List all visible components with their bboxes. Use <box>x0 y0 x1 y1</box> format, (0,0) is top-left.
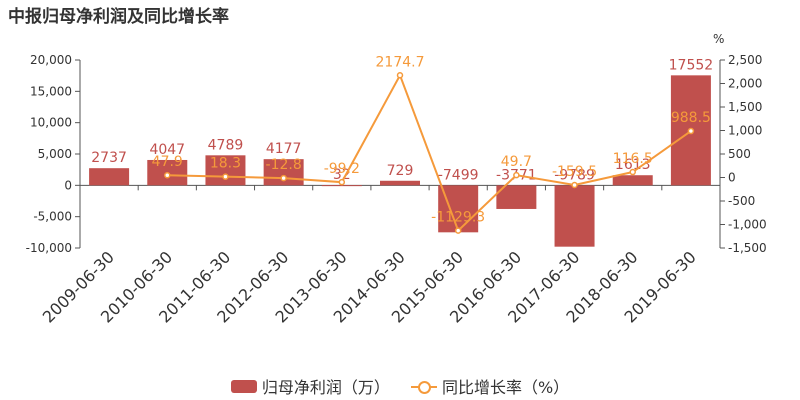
y-left-tick-label: -10,000 <box>26 241 72 255</box>
growth-point <box>164 171 171 179</box>
bar-data-label: -9789 <box>554 167 595 183</box>
growth-point <box>571 181 578 189</box>
legend-item-growth[interactable]: 同比增长率（%） <box>410 374 570 398</box>
legend-item-profit[interactable]: 归母净利润（万） <box>230 374 390 398</box>
y-right-unit: % <box>713 32 724 46</box>
y-right-tick-label: 1,500 <box>728 100 762 114</box>
bar <box>554 185 595 247</box>
bar-data-label: 729 <box>387 163 414 179</box>
bar-data-label: 4047 <box>149 142 185 158</box>
growth-point <box>687 127 695 135</box>
y-right-tick-label: 500 <box>728 147 751 161</box>
legend-line-swatch <box>410 380 437 394</box>
legend-bar-swatch <box>230 379 257 393</box>
growth-data-label: -99.2 <box>324 161 360 177</box>
bar <box>89 168 130 186</box>
y-right-tick-label: -500 <box>728 194 755 208</box>
growth-point <box>396 72 404 79</box>
growth-data-label: -12.8 <box>266 157 302 173</box>
growth-point <box>513 171 520 179</box>
growth-point <box>629 168 636 176</box>
legend-label-growth: 同比增长率（%） <box>441 378 570 397</box>
growth-data-label: -159.5 <box>552 164 597 180</box>
bar <box>612 175 653 186</box>
bar-data-label: 2737 <box>91 150 127 166</box>
growth-point <box>280 174 287 182</box>
bar <box>321 185 362 187</box>
growth-data-label: 49.7 <box>501 154 532 170</box>
bar <box>205 155 246 186</box>
y-left-tick-label: 15,000 <box>30 84 72 98</box>
growth-data-label: 47.9 <box>152 154 183 170</box>
y-right-tick-label: 2,000 <box>728 77 762 91</box>
bar <box>496 185 537 209</box>
chart-title: 中报归母净利润及同比增长率 <box>8 7 229 27</box>
growth-data-label: 116.5 <box>613 151 653 167</box>
y-left-tick-label: 20,000 <box>30 53 72 67</box>
growth-line <box>167 72 692 233</box>
bar <box>380 180 420 186</box>
y-right-tick-label: -1,500 <box>728 241 767 255</box>
growth-point <box>222 173 229 180</box>
y-left-tick-label: 0 <box>64 178 72 192</box>
growth-data-label: 18.3 <box>210 156 241 172</box>
bar-data-label: 17552 <box>669 57 714 73</box>
bar-data-label: 4789 <box>208 137 244 153</box>
growth-point <box>338 178 346 186</box>
growth-data-label: 2174.7 <box>376 54 425 70</box>
y-right-tick-label: 0 <box>728 171 736 185</box>
y-left-tick-label: 5,000 <box>38 147 72 161</box>
growth-point <box>454 227 462 234</box>
bar-data-label: 1613 <box>615 157 651 173</box>
y-left-tick-label: 10,000 <box>30 116 72 130</box>
y-right-tick-label: 2,500 <box>728 53 762 67</box>
bar-data-label: -7499 <box>438 167 479 183</box>
bar-data-label: 32 <box>333 167 351 183</box>
y-right-tick-label: -1,000 <box>728 218 767 232</box>
legend-label-profit: 归母净利润（万） <box>261 378 390 397</box>
growth-data-label: 988.5 <box>671 110 711 126</box>
y-left-tick-label: -5,000 <box>33 210 72 224</box>
growth-data-label: -1129.3 <box>431 210 485 226</box>
bar-data-label: 4177 <box>266 141 302 157</box>
y-right-tick-label: 1,000 <box>728 124 762 138</box>
legend: 归母净利润（万） 同比增长率（%） <box>0 374 800 398</box>
